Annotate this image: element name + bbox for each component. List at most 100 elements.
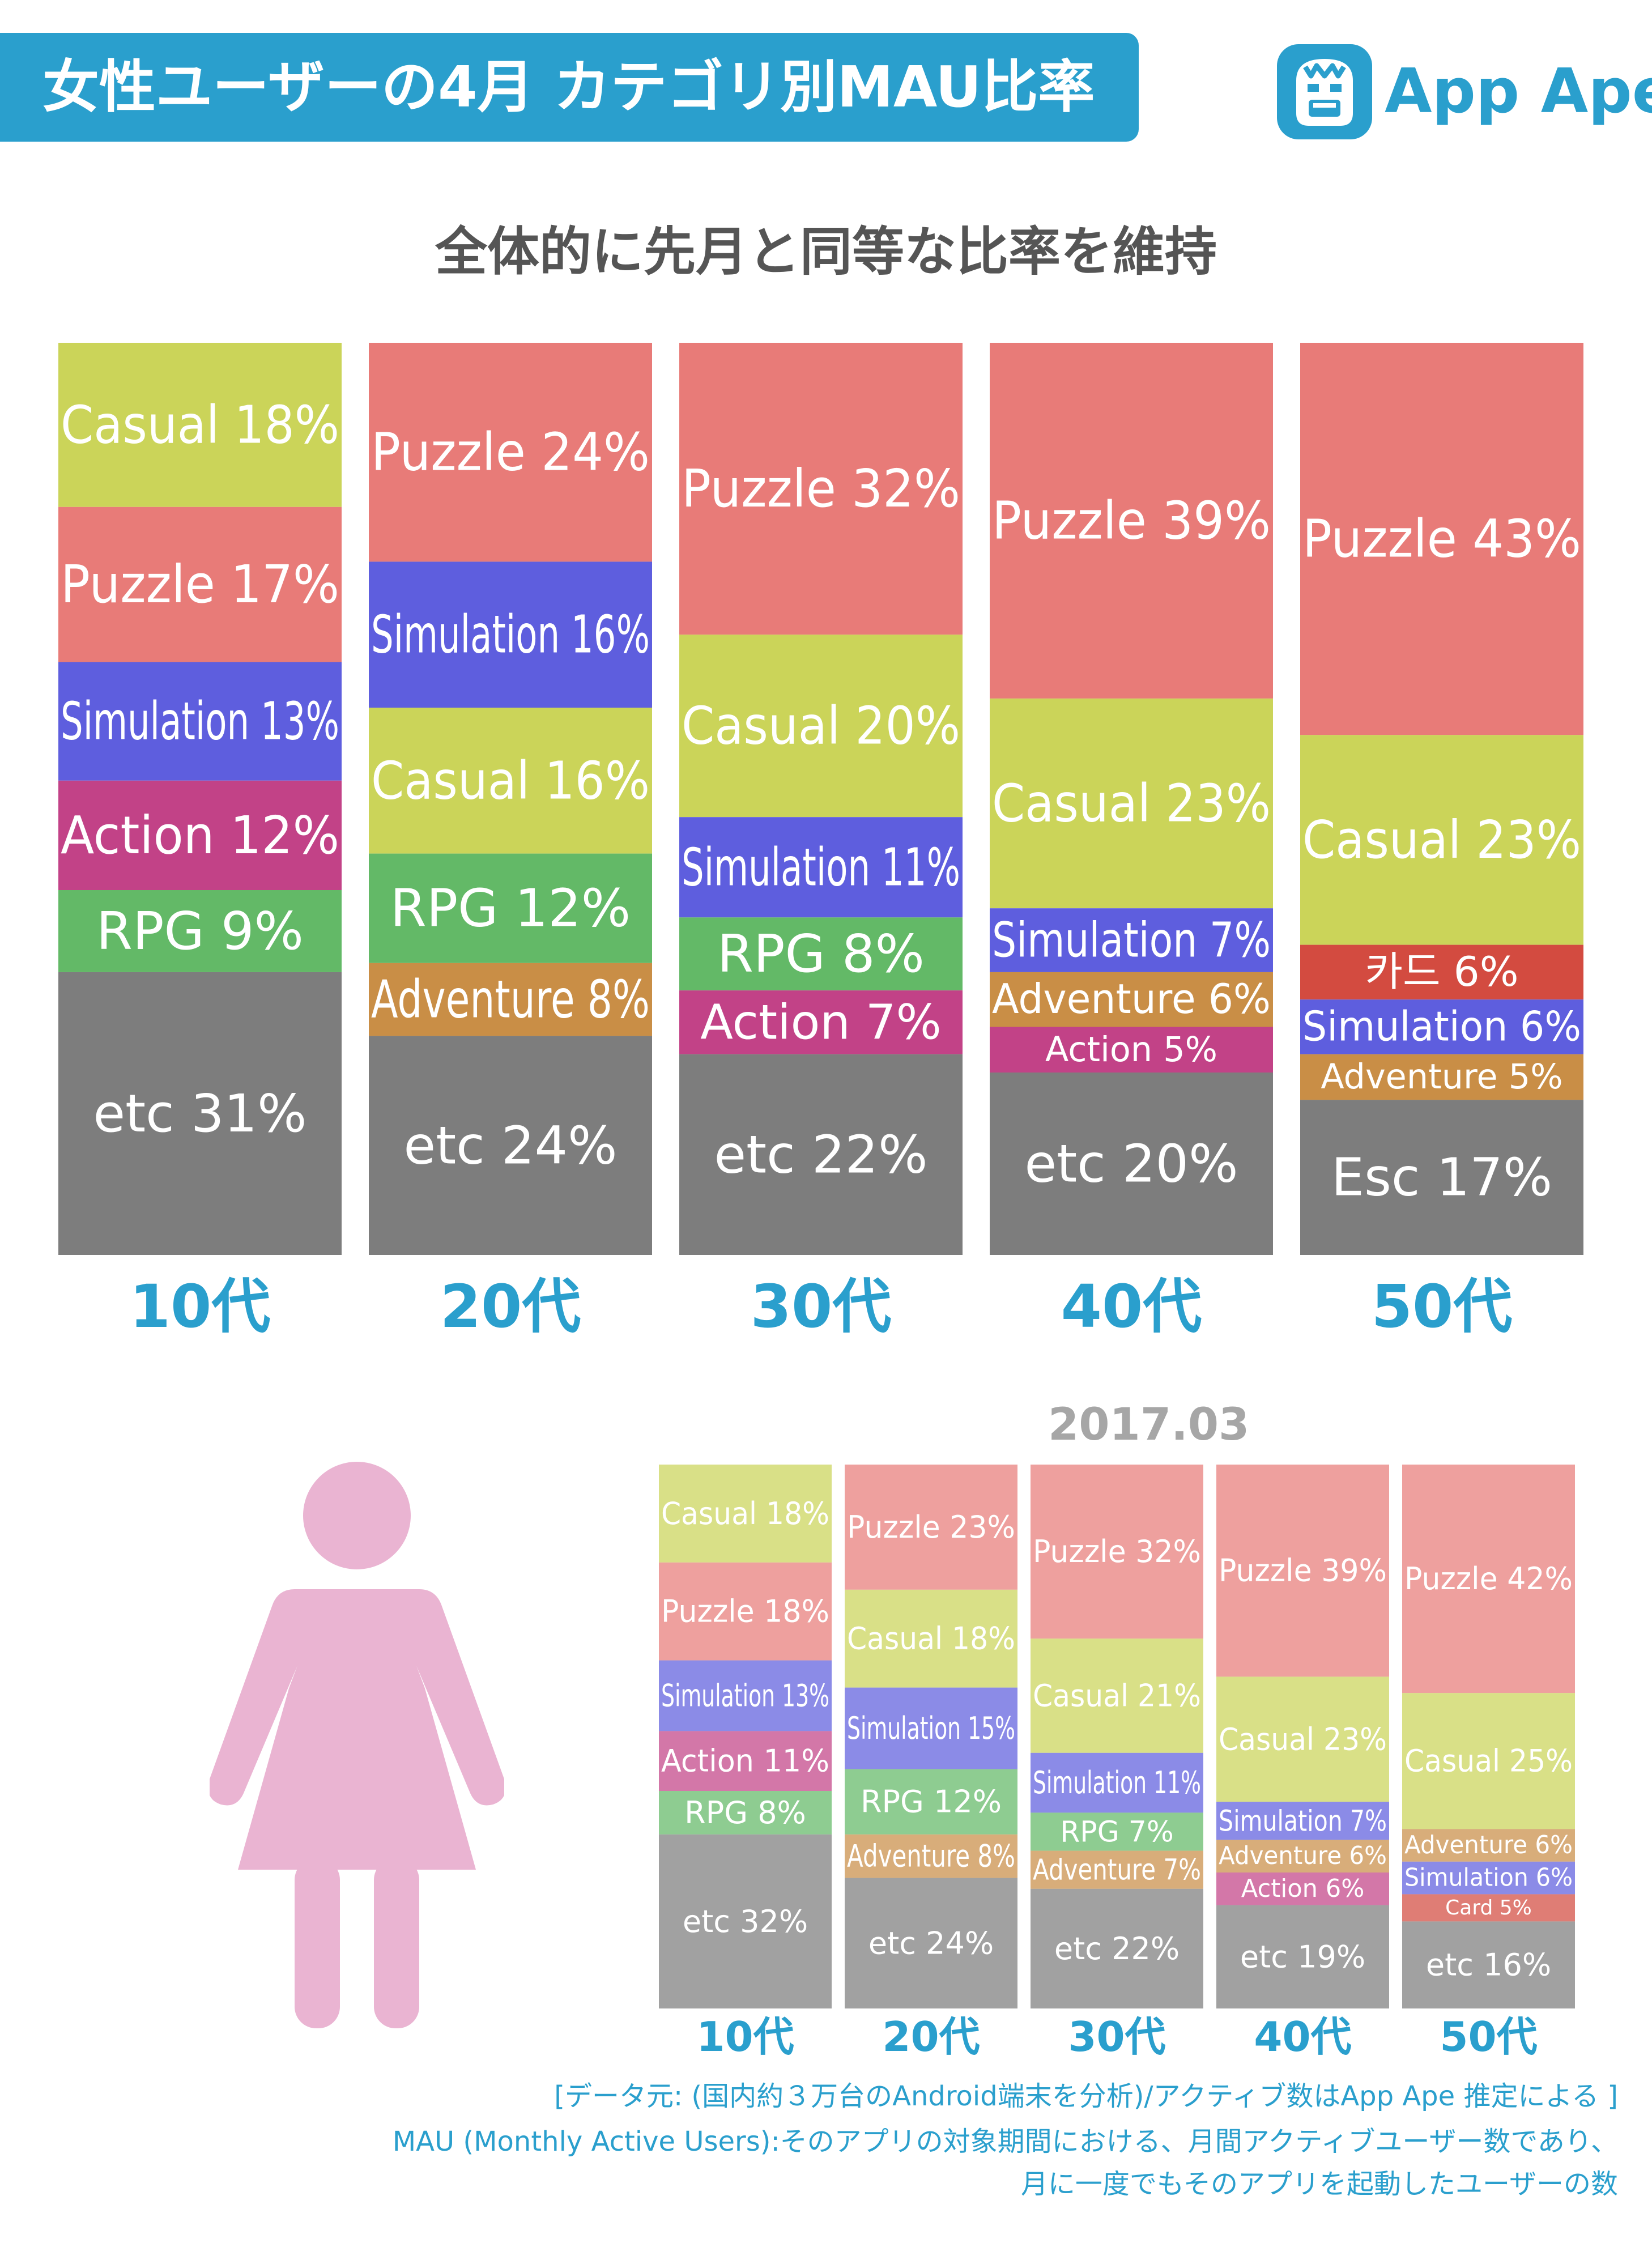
bar-30-adventure: [1031, 1850, 1203, 1889]
category-label-20-1: 20代: [440, 1272, 581, 1341]
bar-40-simulation: [990, 908, 1273, 972]
bar-40-etc-label: etc 20%: [1025, 1134, 1238, 1194]
bar-20-simulation: [845, 1687, 1017, 1769]
bar-20-etc: [369, 1036, 652, 1255]
bar-40-adventure-label: Adventure 6%: [992, 976, 1271, 1023]
bar-50-casual: [1300, 735, 1583, 945]
bar-30-puzzle-label: Puzzle 32%: [682, 458, 960, 519]
bar-30-rpg: [679, 917, 963, 991]
bar-50-card: [1300, 944, 1583, 1000]
bar-50-adventure: [1402, 1829, 1575, 1862]
bar-50-esc: [1300, 1100, 1583, 1255]
bar-50-simulation: [1300, 999, 1583, 1054]
bar-50-card-label: Card 5%: [1445, 1896, 1532, 1920]
bar-10-simulation-label: Simulation 13%: [661, 1678, 829, 1714]
bar-30-simulation-label: Simulation 11%: [1033, 1765, 1201, 1801]
bar-50-adventure-label: Adventure 6%: [1404, 1831, 1573, 1859]
app-ape-logo-icon: [1277, 44, 1372, 139]
bar-20-adventure-label: Adventure 8%: [847, 1839, 1015, 1874]
bar-40-etc: [990, 1073, 1273, 1255]
bar-50-etc: [1402, 1921, 1575, 2008]
bar-30-action-label: Action 7%: [700, 994, 942, 1050]
bar-40-action: [990, 1027, 1273, 1073]
bar-40-puzzle-label: Puzzle 39%: [992, 490, 1271, 551]
bar-30-simulation: [1031, 1752, 1203, 1813]
bar-40-simulation: [1216, 1802, 1389, 1840]
bar-40-simulation-label: Simulation 7%: [1219, 1804, 1387, 1837]
category-label-50-4: 50代: [1372, 1272, 1513, 1341]
bar-30-casual: [679, 635, 963, 818]
bar-50-etc-label: etc 16%: [1426, 1947, 1551, 1983]
bar-50-simulation: [1402, 1861, 1575, 1895]
bar-50-puzzle: [1402, 1465, 1575, 1693]
bar-50-adventure: [1300, 1054, 1583, 1100]
april-stacked-bar-chart: Casual 18% Puzzle 17% Simulation 13% Action…: [58, 343, 1583, 1341]
category-label-40-3: 40代: [1254, 2013, 1351, 2061]
bar-50-puzzle-label: Puzzle 42%: [1404, 1561, 1573, 1597]
bar-40-puzzle: [990, 343, 1273, 699]
bar-40-casual-label: Casual 23%: [992, 773, 1271, 834]
bar-40-etc-label: etc 19%: [1240, 1939, 1365, 1974]
bar-50-adventure-label: Adventure 5%: [1321, 1057, 1562, 1097]
bar-30-puzzle: [1031, 1465, 1203, 1639]
bar-20-puzzle: [369, 343, 652, 562]
category-label-40-3: 40代: [1061, 1272, 1202, 1341]
bar-50-simulation-label: Simulation 6%: [1302, 1003, 1581, 1051]
title-banner: 女性ユーザーの4月 カテゴリ別MAU比率: [0, 33, 1139, 142]
bar-30-etc-label: etc 22%: [714, 1124, 928, 1185]
bar-10-etc-label: etc 32%: [683, 1904, 808, 1939]
bar-40-casual: [990, 698, 1273, 909]
bar-30-action: [679, 990, 963, 1054]
bar-10-casual-label: Casual 18%: [61, 394, 339, 455]
bar-50-card-label: 카드 6%: [1365, 948, 1518, 996]
bar-20-rpg-label: RPG 12%: [390, 878, 631, 939]
bar-10-simulation-label: Simulation 13%: [61, 691, 339, 752]
bar-30-casual-label: Casual 21%: [1033, 1678, 1201, 1714]
bar-10-action: [659, 1731, 832, 1791]
bar-30-casual: [1031, 1639, 1203, 1753]
category-label-30-2: 30代: [751, 1272, 892, 1341]
bar-40-adventure-label: Adventure 6%: [1219, 1842, 1387, 1870]
bar-20-puzzle-label: Puzzle 23%: [847, 1509, 1015, 1545]
bar-20-casual: [845, 1589, 1017, 1688]
footnote-mau-definition-cont: 月に一度でもそのアプリを起動したユーザーの数: [1020, 2168, 1618, 2200]
bar-50-puzzle: [1300, 343, 1583, 735]
bar-10-puzzle: [58, 507, 342, 662]
bar-30-puzzle: [679, 343, 963, 635]
bar-40-casual-label: Casual 23%: [1219, 1721, 1387, 1757]
bar-20-rpg: [845, 1769, 1017, 1835]
bar-50-card: [1402, 1894, 1575, 1922]
bar-30-etc: [679, 1054, 963, 1255]
bar-40-action-label: Action 6%: [1241, 1875, 1365, 1903]
bar-30-simulation: [679, 817, 963, 918]
category-label-50-4: 50代: [1440, 2013, 1537, 2061]
bar-20-rpg-label: RPG 12%: [861, 1784, 1002, 1820]
bar-20-etc-label: etc 24%: [404, 1115, 618, 1176]
bar-50-casual: [1402, 1693, 1575, 1829]
bar-10-puzzle-label: Puzzle 18%: [661, 1594, 829, 1629]
bar-30-rpg-label: RPG 7%: [1060, 1815, 1173, 1849]
bar-10-casual-label: Casual 18%: [661, 1496, 829, 1531]
bar-10-simulation: [659, 1660, 832, 1731]
bar-10-casual: [58, 343, 342, 507]
bar-50-puzzle-label: Puzzle 43%: [1302, 509, 1581, 569]
bar-10-puzzle: [659, 1562, 832, 1661]
bar-50-esc-label: Esc 17%: [1331, 1147, 1552, 1208]
bar-20-casual-label: Casual 16%: [371, 750, 650, 811]
category-label-20-1: 20代: [882, 2013, 980, 2061]
bar-20-adventure: [369, 963, 652, 1036]
page-title: 女性ユーザーの4月 カテゴリ別MAU比率: [42, 54, 1095, 120]
bar-30-simulation-label: Simulation 11%: [682, 837, 960, 897]
bar-40-casual: [1216, 1676, 1389, 1802]
bar-30-rpg: [1031, 1812, 1203, 1851]
woman-icon: [210, 1462, 504, 2028]
bar-30-puzzle-label: Puzzle 32%: [1033, 1534, 1201, 1569]
march-stacked-bar-chart: Casual 18% Puzzle 18% Simulation 13% Action…: [659, 1465, 1575, 2061]
bar-20-simulation-label: Simulation 15%: [847, 1710, 1015, 1746]
march-chart-title: 2017.03: [1048, 1399, 1250, 1450]
app-ape-logo-text: App Ape: [1385, 56, 1652, 127]
category-label-30-2: 30代: [1068, 2013, 1165, 2061]
bar-20-casual-label: Casual 18%: [847, 1621, 1015, 1657]
bar-20-adventure-label: Adventure 8%: [371, 969, 650, 1030]
bar-30-etc: [1031, 1888, 1203, 2008]
